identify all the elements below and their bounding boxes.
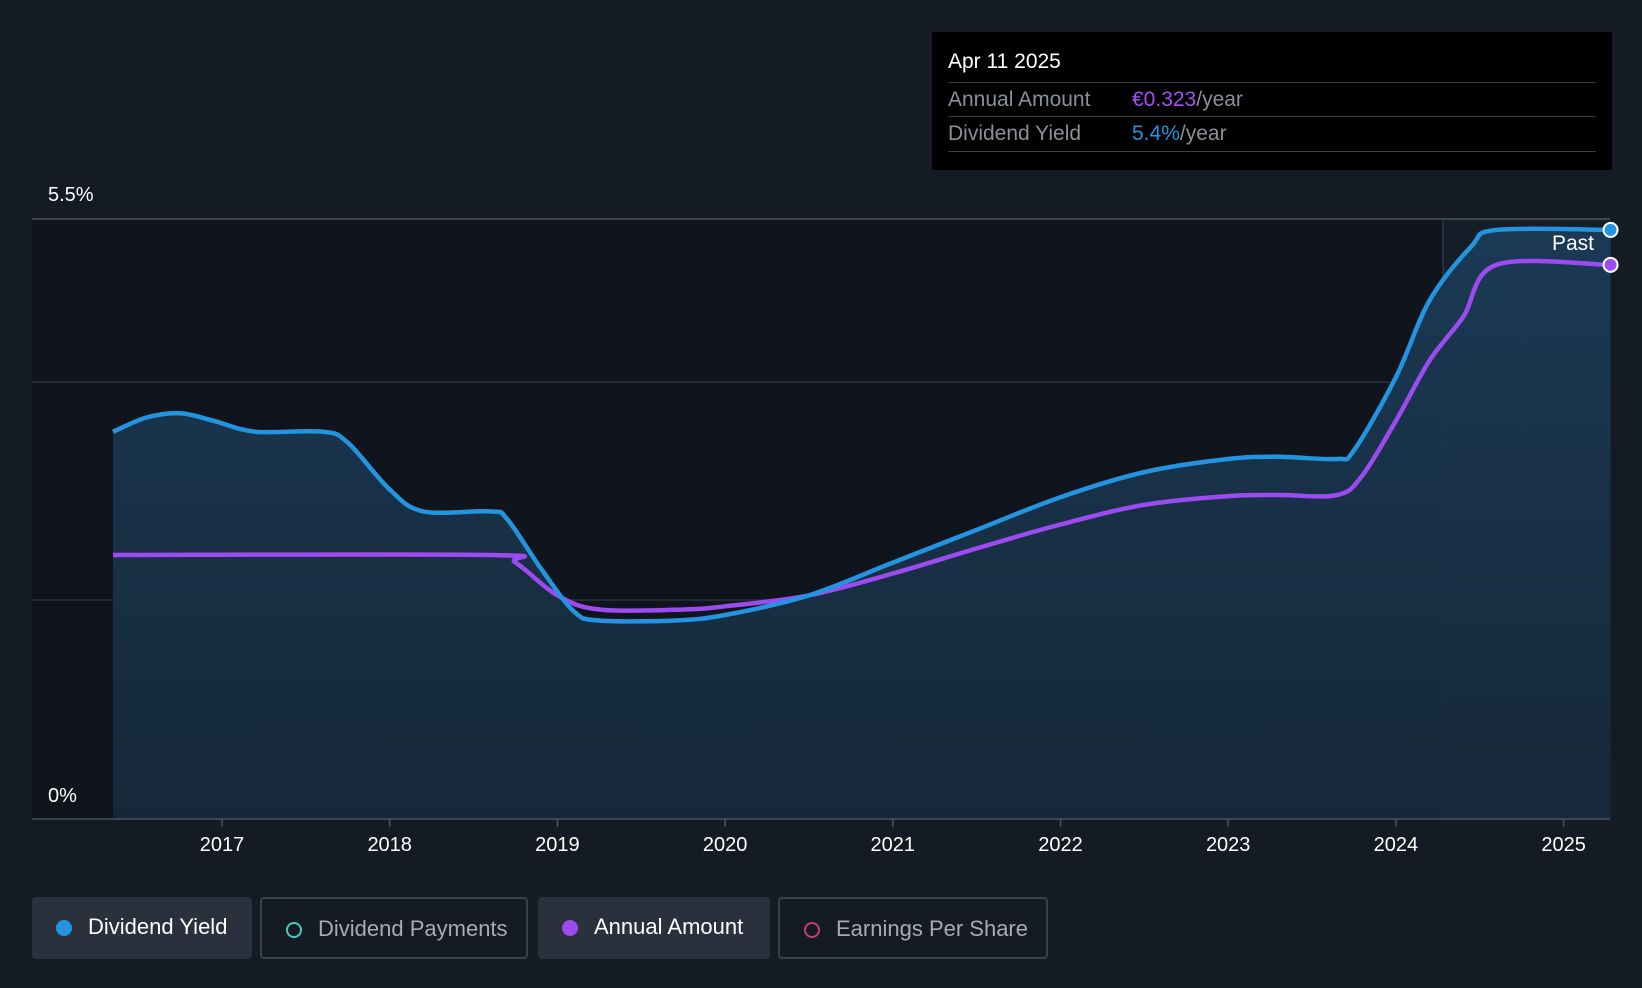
tooltip-row-dividend-yield: Dividend Yield 5.4%/year [948,116,1596,152]
dividend-yield-area [113,228,1611,819]
x-tick-label: 2023 [1206,834,1251,856]
legend-dividend-payments-button[interactable]: Dividend Payments [260,897,528,959]
annual-amount-line [112,258,1611,613]
dividend-yield-line [112,226,1611,624]
legend-earnings-per-share-button[interactable]: Earnings Per Share [778,897,1048,959]
dividend-yield-endpoint [1602,221,1619,238]
legend-label: Earnings Per Share [836,916,1028,941]
x-tick-label: 2022 [1038,834,1083,856]
y-tick-label-bottom: 0% [48,785,77,807]
x-tick-label: 2024 [1374,834,1419,856]
tooltip-value-group: €0.323/year [1132,88,1243,112]
tooltip-label: Dividend Yield [948,122,1082,145]
tooltip-label: Annual Amount [948,88,1091,111]
tooltip-value: €0.323 [1132,88,1197,111]
x-tick-label: 2017 [200,834,245,856]
tooltip-unit: /year [1196,88,1243,111]
past-label: Past [1552,232,1594,255]
tooltip-value-group: 5.4%/year [1132,122,1227,146]
tooltip-date: Apr 11 2025 [948,50,1061,73]
legend-dot-icon [56,920,72,936]
legend-label: Annual Amount [594,914,744,939]
tooltip-row-annual-amount: Annual Amount €0.323/year [948,82,1596,117]
tooltip-value: 5.4% [1132,122,1180,145]
legend-dot-icon [562,920,578,936]
legend-annual-amount-button[interactable]: Annual Amount [538,897,770,959]
x-tick-label: 2018 [367,834,412,856]
x-tick-label: 2020 [703,834,748,856]
x-tick-label: 2025 [1541,834,1586,856]
x-tick-label: 2019 [535,834,580,856]
x-tick-label: 2021 [871,834,916,856]
legend-label: Dividend Payments [318,916,508,941]
legend-dividend-yield-button[interactable]: Dividend Yield [32,897,252,959]
legend-dot-icon [286,922,302,938]
legend-label: Dividend Yield [88,914,228,939]
y-tick-label-top: 5.5% [48,184,94,206]
x-axis-ticks: 2017 2018 2019 2020 2021 2022 2023 2024 2025 [200,819,1586,856]
chart-tooltip: Apr 11 2025 Annual Amount €0.323/year Di… [932,32,1612,170]
legend-dot-icon [804,922,820,938]
annual-amount-endpoint [1602,256,1619,273]
tooltip-unit: /year [1179,122,1227,145]
